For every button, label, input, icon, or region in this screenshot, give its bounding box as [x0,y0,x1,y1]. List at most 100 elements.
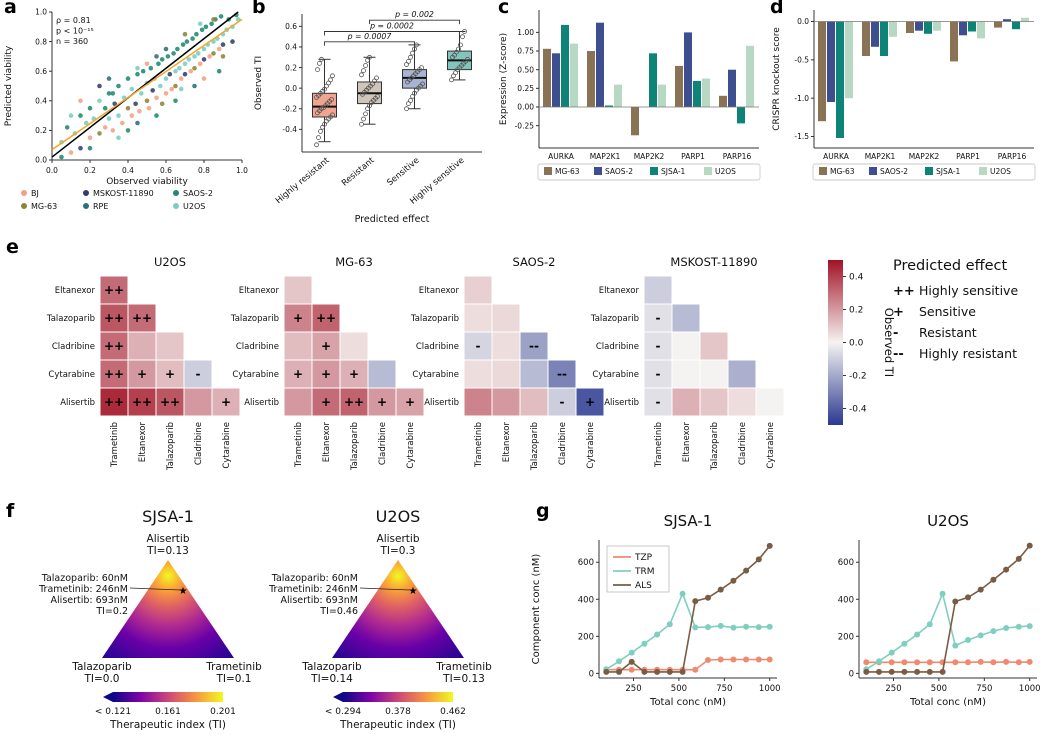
scatter-point [182,71,188,77]
heatmap-cell [127,303,157,333]
heatmap-cell [283,275,313,305]
series-point [743,656,750,663]
jitter-point [361,68,366,73]
effect-symbol: ++ [316,311,336,325]
heatmap-cell [671,303,701,333]
bar [827,21,835,102]
scatter-point [218,14,224,19]
col-label: Eltanexor [502,422,512,463]
scatter-point [133,101,138,107]
row-label: Cladribine [416,342,459,352]
svg-text:0.00: 0.00 [517,103,534,112]
scatter-point [87,135,93,141]
heatmap-cell [671,359,701,389]
scatter-point [196,51,201,56]
scatter-point [110,91,116,96]
scatter-point [120,120,125,126]
scatter-point [97,83,102,89]
legend-swatch [594,167,602,175]
heatmap-cell [283,387,313,417]
series-point [888,649,895,656]
svg-text:-0.4: -0.4 [849,405,867,415]
scatter-point [87,145,93,151]
scatter-point [230,39,235,44]
heatmap-cell [463,275,493,305]
gene-label: AURKA [548,152,575,161]
jitter-point [420,81,425,87]
scatter-point [209,21,214,27]
legend-label: TRM [634,567,655,577]
scatter-point [150,88,155,93]
series-point [692,666,699,673]
row-label: Cladribine [236,342,279,352]
row-label: Alisertib [424,398,459,408]
scatter-point [154,54,159,59]
series-point [926,659,933,666]
heatmap-cell [339,331,369,361]
legend-label: SAOS-2 [605,167,633,176]
bar-legend [537,163,761,181]
svg-text:200: 200 [578,632,594,642]
bar [693,80,701,107]
scatter-point [207,54,212,59]
left-ti: TI=0.0 [83,673,119,685]
bar [933,21,941,31]
svg-text:0.4: 0.4 [849,273,864,283]
mixture-annotation: Talazoparib: 60nM [271,573,358,584]
gene-label: PARP16 [723,152,752,161]
heatmap-cell [643,275,673,305]
heatmap-cell [671,331,701,361]
scatter-point [116,83,121,89]
p-bracket [369,19,460,25]
heatmap-cell [491,331,521,361]
ternary-surface [102,560,234,658]
scatter-point [171,51,176,56]
panel-g-line-charts: 250 500 750 1000 0 200 400 600 SJSA-1 Total conc … [531,512,1041,708]
ylabel: CRISPR knockout score [772,27,782,131]
effect-symbol: + [321,367,331,381]
bar [1012,21,1020,30]
scatter-point [125,76,131,81]
series-line-TRM [865,591,1030,670]
svg-text:750: 750 [976,684,992,694]
legend-dot [83,190,89,196]
effect-symbol: ++ [132,311,152,325]
b-xlabel: Predicted effect [355,214,430,225]
legend-label: SAOS-2 [183,189,213,198]
svg-text:600: 600 [838,558,854,568]
jitter-point [456,46,461,52]
scatter-point [163,46,169,52]
series-point [641,668,648,675]
legend-label: TZP [634,553,653,563]
svg-text:1.0: 1.0 [35,8,47,17]
svg-text:1000: 1000 [759,684,781,694]
right-ti: TI=0.13 [442,673,485,685]
series-point [914,668,921,675]
heatmap-cell [463,387,493,417]
series-point [863,668,870,675]
scatter-point [146,105,152,111]
panel-e-heatmaps: U2OS++Eltanexor++ ++Talazoparib++Cladribi… [46,255,896,471]
ti-tick: < 0.121 [95,707,131,717]
scatter-point [78,145,83,151]
effect-symbol: ++ [104,395,124,409]
scatter-point [163,76,169,81]
scatter-point [135,65,140,71]
scatter-point [173,68,178,74]
panel-label-g: g [536,500,550,522]
series-point [876,658,882,665]
effect-symbol: ++ [893,284,915,299]
legend-label: U2OS [715,167,736,176]
bar [631,107,639,136]
scatter-point [116,113,121,118]
scatter-point [184,39,190,44]
series-point [705,624,711,631]
series-point [876,668,882,675]
svg-text:200: 200 [838,632,854,642]
row-label: Talazoparib [46,314,95,324]
col-label: Trametinib [294,422,304,468]
col-label: Talazoparib [530,422,540,471]
gene-label: MAP2K2 [634,152,665,161]
jitter-point [316,135,321,141]
series-point [1015,623,1022,630]
